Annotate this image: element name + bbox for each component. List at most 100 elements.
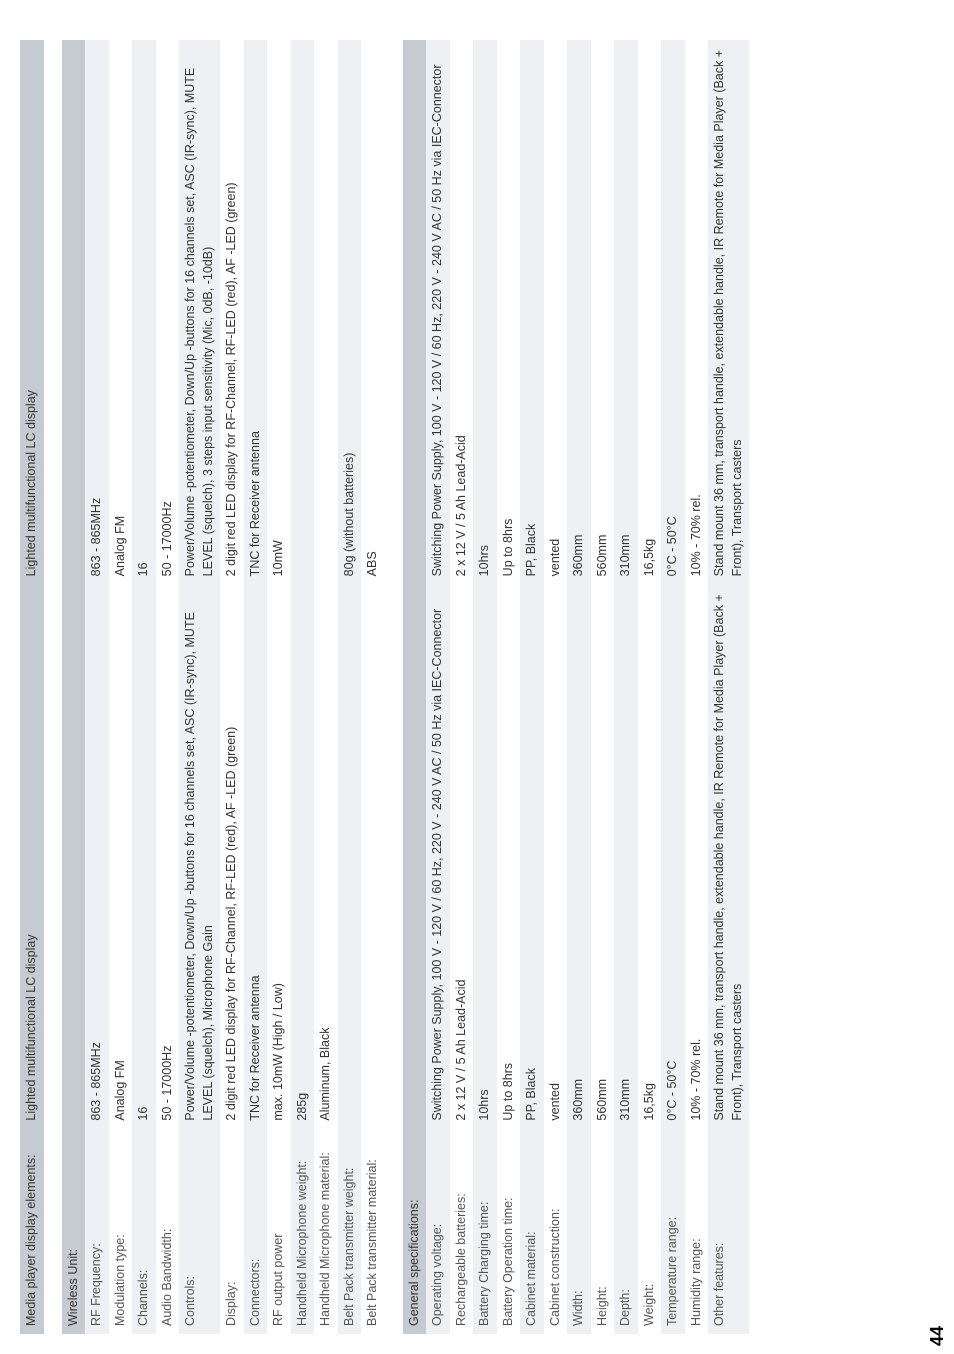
row-label: Humidity range:: [685, 1129, 709, 1334]
table-row: Humidity range:10% - 70% rel.10% - 70% r…: [685, 40, 709, 1334]
page-container: Media player display elements:Lighted mu…: [0, 0, 954, 1354]
header-label: Media player display elements:: [20, 1129, 44, 1334]
row-col1: 360mm: [567, 584, 591, 1128]
row-label: Height:: [591, 1129, 615, 1334]
row-col1: Stand mount 36 mm, transport handle, ext…: [708, 584, 749, 1128]
row-label: Width:: [567, 1129, 591, 1334]
table-row: Battery Charging time:10hrs10hrs: [473, 40, 497, 1334]
row-label: Other features:: [708, 1129, 749, 1334]
row-col2: 863 - 865MHz: [85, 40, 109, 584]
row-col2: ABS: [361, 40, 385, 584]
row-label: Channels:: [132, 1129, 156, 1334]
table-row: Temperature range:0°C - 50°C0°C - 50°C: [661, 40, 685, 1334]
row-col1: Power/Volume -potentiometer, Down/Up -bu…: [179, 584, 220, 1128]
row-label: RF output power: [267, 1129, 291, 1334]
row-label: Display:: [220, 1129, 244, 1334]
row-col1: 0°C - 50°C: [661, 584, 685, 1128]
table-row: Connectors:TNC for Receiver antennaTNC f…: [244, 40, 268, 1334]
row-label: Controls:: [179, 1129, 220, 1334]
table-row: Handheld Microphone material:Aluminum, B…: [314, 40, 338, 1334]
row-col2: PP, Black: [520, 40, 544, 584]
section-empty: [403, 40, 427, 584]
table-row: Channels:1616: [132, 40, 156, 1334]
row-col1: TNC for Receiver antenna: [244, 584, 268, 1128]
row-col2: Analog FM: [109, 40, 133, 584]
row-col2: 16: [132, 40, 156, 584]
table-row: Battery Operation time:Up to 8hrsUp to 8…: [497, 40, 521, 1334]
row-col2: Switching Power Supply, 100 V - 120 V / …: [426, 40, 450, 584]
table-row: Cabinet material:PP, BlackPP, Black: [520, 40, 544, 1334]
row-label: Operating voltage:: [426, 1129, 450, 1334]
row-label: Audio Bandwidth:: [156, 1129, 180, 1334]
row-col1: [338, 584, 362, 1128]
row-label: Handheld Microphone material:: [314, 1129, 338, 1334]
table-row: Modulation type:Analog FMAnalog FM: [109, 40, 133, 1334]
section-title-row: Wireless Unit:: [62, 40, 86, 1334]
header-col1: Lighted multifunctional LC display: [20, 584, 44, 1128]
row-col2: 10% - 70% rel.: [685, 40, 709, 584]
section-title-row: General specifications:: [403, 40, 427, 1334]
section-title: General specifications:: [403, 1129, 427, 1334]
table-row: Depth:310mm310mm: [614, 40, 638, 1334]
row-label: Cabinet construction:: [544, 1129, 568, 1334]
table-row: Belt Pack transmitter material:ABS: [361, 40, 385, 1334]
row-col1: 863 - 865MHz: [85, 584, 109, 1128]
row-label: Belt Pack transmitter weight:: [338, 1129, 362, 1334]
row-col1: [361, 584, 385, 1128]
row-label: Battery Operation time:: [497, 1129, 521, 1334]
row-col2: 2 x 12 V / 5 Ah Lead-Acid: [450, 40, 474, 584]
row-col2: [314, 40, 338, 584]
row-col2: Stand mount 36 mm, transport handle, ext…: [708, 40, 749, 584]
row-col1: vented: [544, 584, 568, 1128]
table-row: Operating voltage: Switching Power Supply…: [426, 40, 450, 1334]
header-row: Media player display elements:Lighted mu…: [20, 40, 44, 1334]
row-label: Handheld Microphone weight:: [291, 1129, 315, 1334]
row-col1: 285g: [291, 584, 315, 1128]
table-row: Rechargeable batteries:2 x 12 V / 5 Ah L…: [450, 40, 474, 1334]
table-row: Height:560mm560mm: [591, 40, 615, 1334]
row-col2: Up to 8hrs: [497, 40, 521, 584]
section-empty: [62, 40, 86, 584]
row-col1: 560mm: [591, 584, 615, 1128]
row-col1: 10% - 70% rel.: [685, 584, 709, 1128]
page-number: 44: [927, 1326, 948, 1346]
row-col1: max. 10mW (High / Low): [267, 584, 291, 1128]
row-label: Connectors:: [244, 1129, 268, 1334]
row-col1: 16: [132, 584, 156, 1128]
section-title: Wireless Unit:: [62, 1129, 86, 1334]
table-row: Other features:Stand mount 36 mm, transp…: [708, 40, 749, 1334]
row-col1: Aluminum, Black: [314, 584, 338, 1128]
row-col2: 360mm: [567, 40, 591, 584]
table-row: Audio Bandwidth:50 - 17000Hz50 - 17000Hz: [156, 40, 180, 1334]
table-row: Display: 2 digit red LED display for RF-C…: [220, 40, 244, 1334]
row-col1: 310mm: [614, 584, 638, 1128]
row-col2: 10mW: [267, 40, 291, 584]
spacer-row: [44, 40, 62, 1334]
table-row: RF Frequency:863 - 865MHz863 - 865MHz: [85, 40, 109, 1334]
row-label: Cabinet material:: [520, 1129, 544, 1334]
row-col1: Up to 8hrs: [497, 584, 521, 1128]
row-col2: 0°C - 50°C: [661, 40, 685, 584]
row-label: Rechargeable batteries:: [450, 1129, 474, 1334]
row-col2: 16,5kg: [638, 40, 662, 584]
row-label: Weight:: [638, 1129, 662, 1334]
row-col1: PP, Black: [520, 584, 544, 1128]
table-row: Controls:Power/Volume -potentiometer, Do…: [179, 40, 220, 1334]
header-col2: Lighted multifunctional LC display: [20, 40, 44, 584]
spec-table: Media player display elements:Lighted mu…: [20, 40, 749, 1334]
row-label: Temperature range:: [661, 1129, 685, 1334]
table-row: Handheld Microphone weight:285g: [291, 40, 315, 1334]
row-col2: 310mm: [614, 40, 638, 584]
row-label: Battery Charging time:: [473, 1129, 497, 1334]
row-col2: [291, 40, 315, 584]
row-label: Depth:: [614, 1129, 638, 1334]
section-empty: [62, 584, 86, 1128]
row-col2: 560mm: [591, 40, 615, 584]
row-label: Modulation type:: [109, 1129, 133, 1334]
row-col1: 50 - 17000Hz: [156, 584, 180, 1128]
row-col1: Analog FM: [109, 584, 133, 1128]
table-row: Weight:16,5kg16,5kg: [638, 40, 662, 1334]
row-col2: 2 digit red LED display for RF-Channel, …: [220, 40, 244, 584]
row-col2: 80g (without batteries): [338, 40, 362, 584]
row-col1: 2 x 12 V / 5 Ah Lead-Acid: [450, 584, 474, 1128]
